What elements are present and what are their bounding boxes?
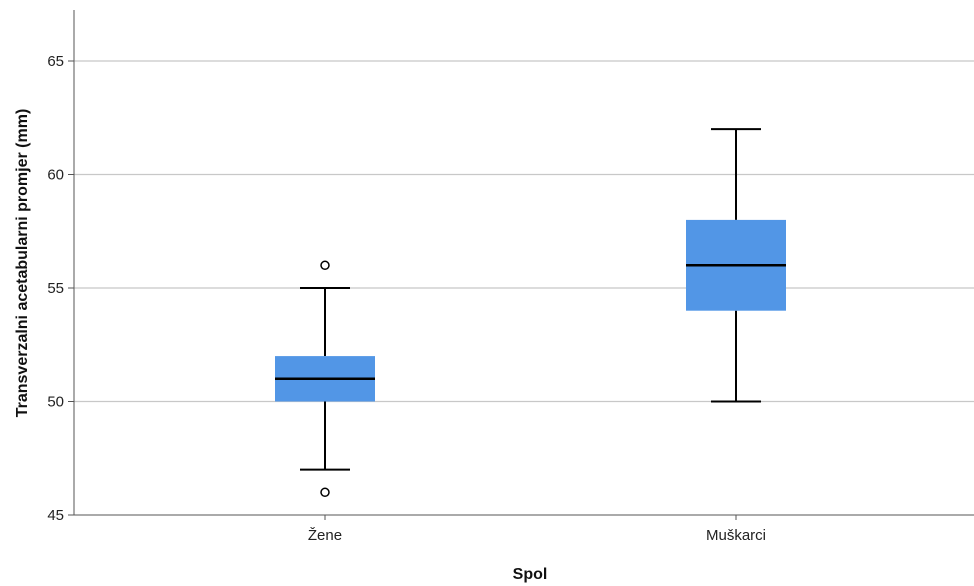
outlier-point (320, 487, 330, 498)
box-1 (275, 260, 375, 498)
x-axis-title: Spol (513, 566, 548, 583)
outlier-point (320, 260, 330, 271)
boxes (275, 128, 786, 498)
gridlines (74, 60, 974, 403)
x-tick-label: Muškarci (706, 527, 766, 544)
y-axis-title: Transverzalni acetabularni promjer (mm) (14, 109, 31, 418)
y-tick-labels: 45 50 55 60 65 (47, 53, 64, 524)
y-tick-label: 50 (47, 394, 64, 411)
y-tick-label: 55 (47, 280, 64, 297)
y-tick-label: 45 (47, 507, 64, 524)
x-tick-label: Žene (308, 527, 342, 544)
y-tick-label: 60 (47, 167, 64, 184)
axes (68, 10, 974, 520)
y-tick-label: 65 (47, 53, 64, 70)
x-tick-labels: Žene Muškarci (308, 527, 766, 544)
box-2 (686, 128, 786, 403)
